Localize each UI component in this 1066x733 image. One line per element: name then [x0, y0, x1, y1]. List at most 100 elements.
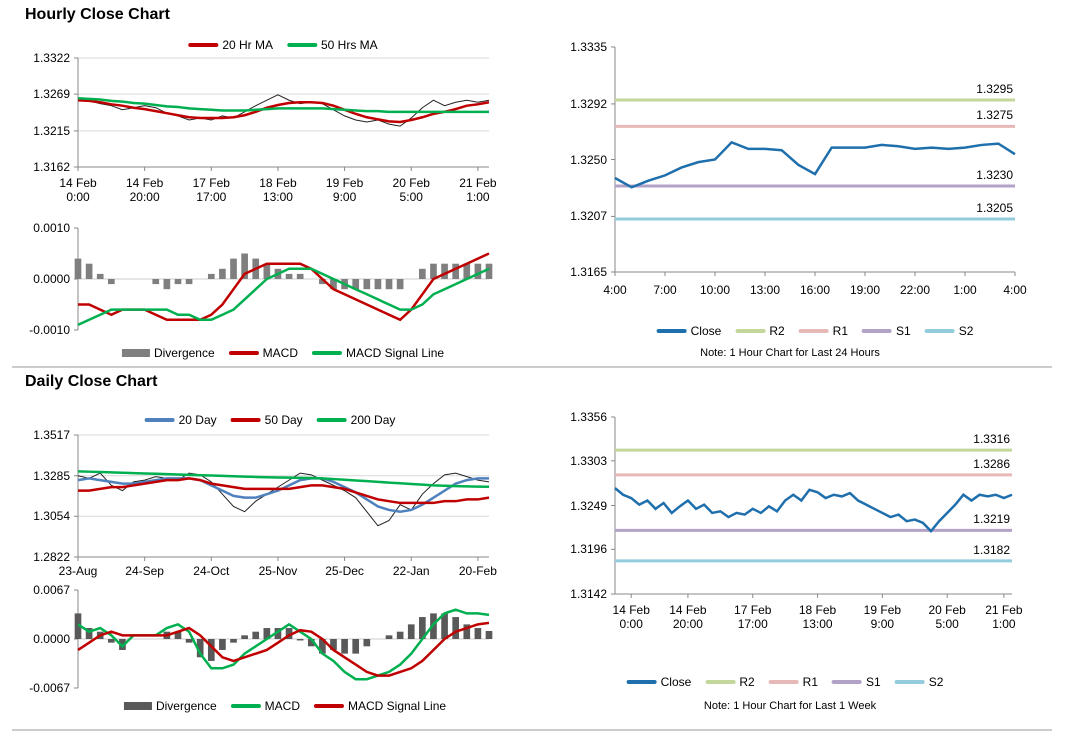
bar	[452, 617, 460, 639]
section-title: Hourly Close Chart	[25, 6, 170, 23]
bar	[174, 279, 182, 285]
legend-label: MACD Signal Line	[348, 699, 447, 713]
legend-swatch	[287, 43, 317, 47]
bar	[452, 263, 460, 279]
y-tick-label: 1.3250	[570, 152, 607, 167]
legend-label: R2	[739, 675, 755, 689]
bar	[352, 639, 360, 654]
bar	[307, 639, 315, 647]
bar	[430, 263, 437, 279]
bar	[74, 258, 82, 279]
bar	[263, 628, 271, 639]
y-tick-label: 1.3269	[33, 87, 70, 102]
legend-label: S2	[928, 675, 944, 689]
bar	[285, 273, 293, 279]
legend-swatch	[316, 418, 347, 422]
legend: Divergence MACD MACD Signal Line	[123, 699, 447, 713]
legend-label: Close	[690, 324, 722, 338]
bar	[119, 639, 126, 650]
bar	[296, 273, 304, 279]
legend-label: Close	[660, 675, 692, 689]
legend-label: Divergence	[155, 699, 217, 713]
x-tick-label: 14 Feb 20:00	[125, 176, 164, 204]
legend-item: 50 Hrs MA	[287, 38, 378, 52]
bar	[96, 273, 104, 279]
bar	[396, 279, 404, 290]
x-tick-label: 24-Oct	[193, 564, 230, 578]
series-line	[77, 608, 490, 681]
y-tick-label: 1.3054	[33, 509, 70, 524]
bar	[241, 635, 248, 639]
y-tick-label: 1.3207	[570, 209, 607, 224]
bar	[441, 613, 448, 639]
level-label: 1.3316	[973, 432, 1010, 447]
bar	[396, 631, 404, 639]
series-line	[77, 621, 490, 677]
series-line	[614, 140, 1016, 189]
legend-swatch	[230, 704, 261, 708]
legend-swatch	[626, 680, 657, 684]
bar	[219, 639, 226, 650]
bar	[374, 279, 382, 290]
legend-swatch	[768, 680, 799, 684]
level-label: 1.3230	[976, 167, 1013, 182]
y-tick-label: 0.0000	[33, 272, 70, 286]
legend: Close R2 R1 S1 S2	[656, 324, 973, 338]
legend-item: MACD	[228, 346, 298, 360]
bar	[485, 630, 493, 639]
bar	[385, 635, 393, 639]
series-line	[77, 470, 490, 489]
y-tick-label: 1.3196	[570, 542, 607, 557]
legend: Divergence MACD MACD Signal Line	[121, 346, 444, 360]
x-tick-label: 25-Dec	[325, 564, 364, 578]
y-tick-label: 1.3285	[33, 468, 70, 483]
y-tick-label: 1.2822	[33, 550, 70, 564]
section-title: Daily Close Chart	[25, 373, 158, 390]
y-tick-label: 1.3165	[570, 265, 607, 279]
x-tick-label: 1:00	[953, 283, 977, 297]
legend-label: R1	[802, 675, 818, 689]
x-tick-label: 24-Sep	[125, 564, 164, 578]
level-label: 1.3286	[973, 456, 1010, 471]
x-tick-label: 10:00	[699, 283, 731, 297]
legend-item: 200 Day	[316, 413, 395, 427]
bar	[163, 279, 171, 290]
x-tick-label: 20 Feb 5:00	[928, 603, 966, 631]
legend-item: R2	[735, 324, 785, 338]
x-tick-label: 20 Feb 5:00	[392, 176, 430, 204]
bar	[319, 279, 326, 285]
legend-item: S2	[894, 675, 944, 689]
y-tick-label: 1.3249	[570, 498, 607, 513]
bar	[474, 263, 482, 279]
y-tick-label: 0.0000	[33, 632, 70, 646]
x-tick-label: 7:00	[653, 283, 677, 297]
x-tick-label: 18 Feb 13:00	[259, 176, 297, 204]
legend-label: MACD	[262, 346, 298, 360]
x-tick-label: 13:00	[749, 283, 781, 297]
legend-item: 20 Day	[144, 413, 217, 427]
bar	[363, 639, 371, 647]
legend-label: S1	[896, 324, 911, 338]
legend-label: 20 Day	[178, 413, 217, 427]
legend-swatch	[798, 329, 829, 333]
legend: Close R2 R1 S1 S2	[626, 675, 944, 689]
legend-swatch	[144, 418, 175, 422]
x-tick-label: 22:00	[899, 283, 931, 297]
legend-swatch	[924, 329, 955, 333]
close-line	[77, 472, 490, 527]
bar	[207, 273, 215, 279]
bar	[463, 263, 471, 279]
y-tick-label: -0.0010	[29, 323, 70, 337]
legend-swatch	[312, 351, 342, 355]
bar	[85, 263, 93, 279]
series-line	[77, 267, 490, 327]
legend-swatch	[705, 680, 736, 684]
bar	[219, 268, 226, 279]
y-tick-label: 1.3215	[33, 123, 70, 138]
bar	[363, 279, 371, 290]
level-label: 1.3182	[973, 542, 1010, 557]
legend-label: R2	[769, 324, 785, 338]
legend-item: Divergence	[123, 699, 217, 713]
x-tick-label: 16:00	[799, 283, 831, 297]
